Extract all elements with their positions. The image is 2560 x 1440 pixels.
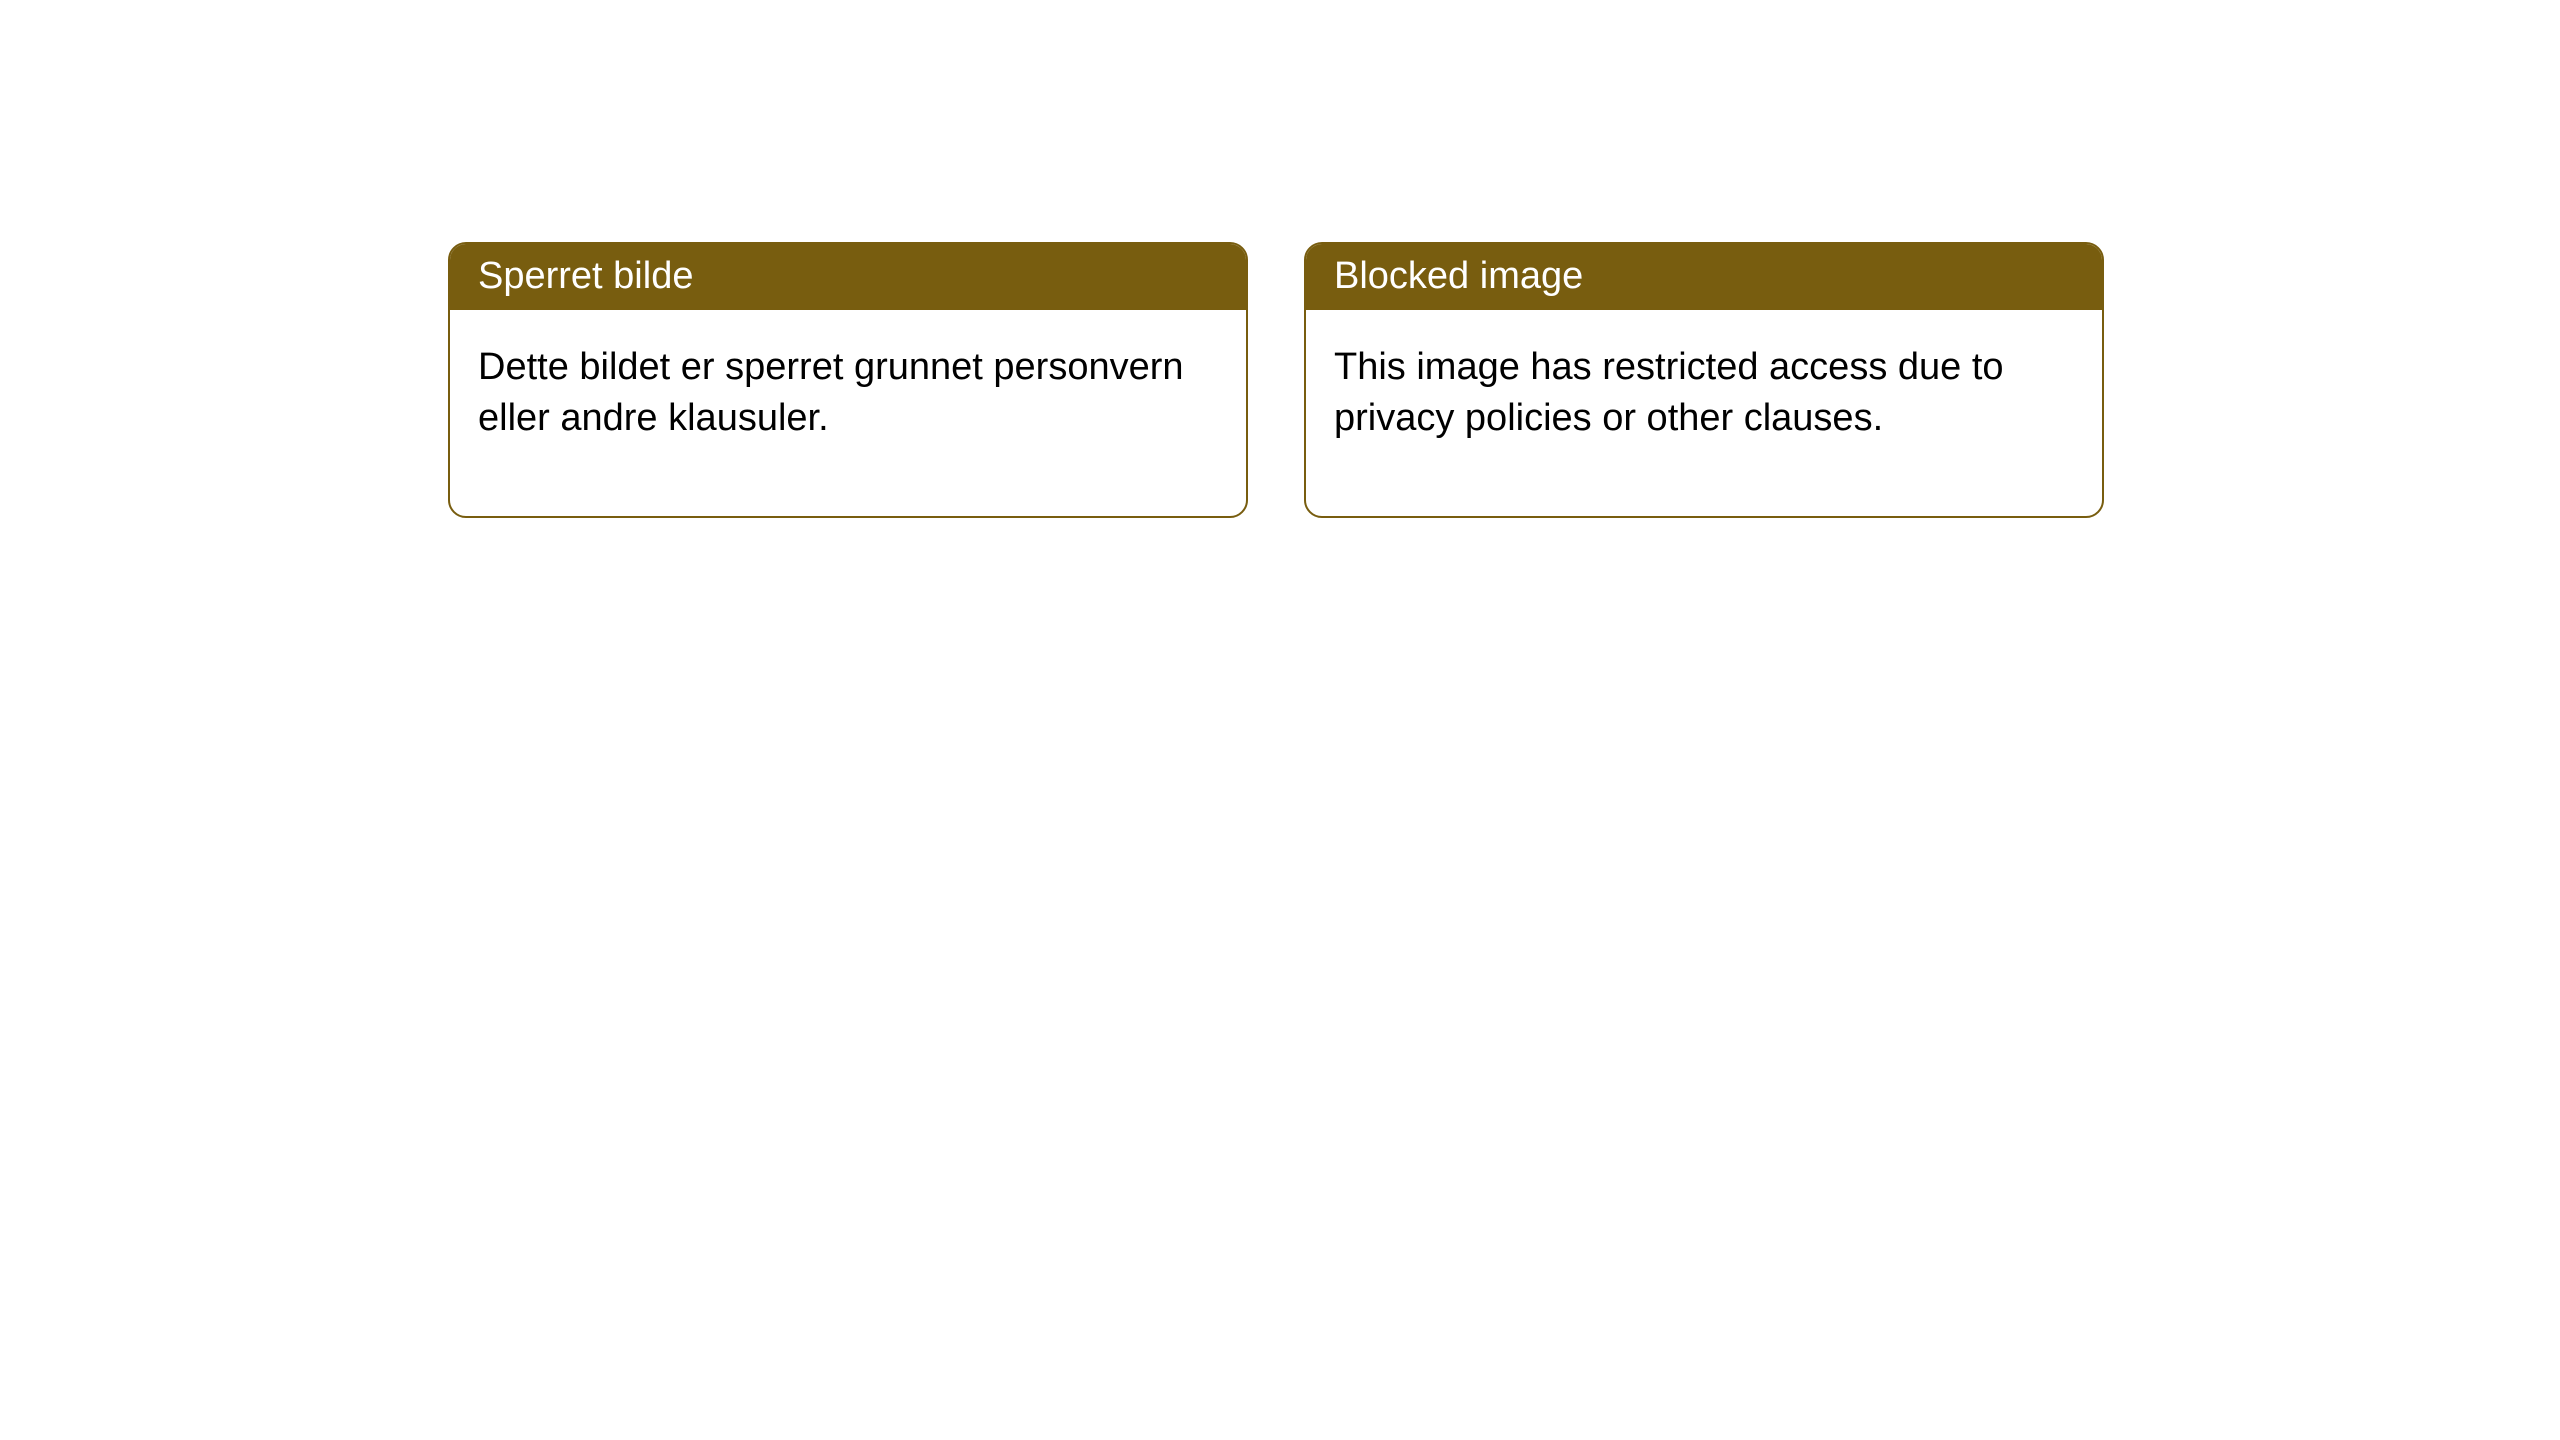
notice-card-english: Blocked image This image has restricted … — [1304, 242, 2104, 518]
notice-card-body: This image has restricted access due to … — [1306, 310, 2102, 517]
notice-card-header: Blocked image — [1306, 244, 2102, 310]
notice-card-header: Sperret bilde — [450, 244, 1246, 310]
notice-card-norwegian: Sperret bilde Dette bildet er sperret gr… — [448, 242, 1248, 518]
notice-card-body: Dette bildet er sperret grunnet personve… — [450, 310, 1246, 517]
notice-container: Sperret bilde Dette bildet er sperret gr… — [448, 242, 2104, 518]
